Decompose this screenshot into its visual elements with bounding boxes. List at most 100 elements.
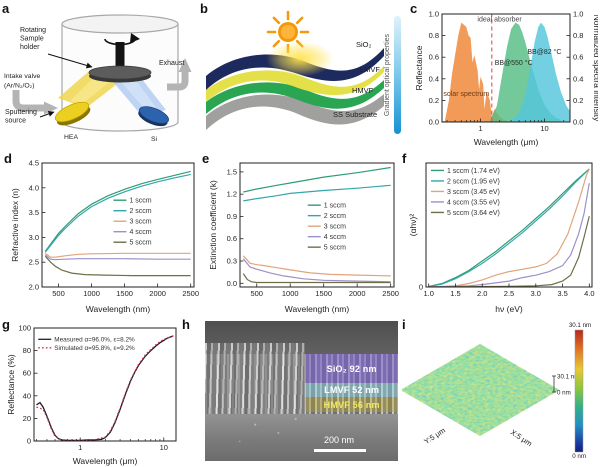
panel-letter-g: g — [2, 317, 10, 332]
series-solar spectrum — [445, 22, 508, 122]
x-axis-tick-label: 1000 — [282, 289, 299, 298]
legend-label-5 sccm: 5 sccm — [324, 245, 346, 252]
legend-label-4 sccm: 4 sccm (3.55 eV) — [447, 199, 500, 206]
series-5 sccm — [428, 215, 590, 287]
series-1 sccm — [44, 170, 191, 252]
x-axis-title: Wavelength (nm) — [285, 304, 350, 314]
sio2-layer-overlay: SiO₂ 92 nm — [305, 354, 398, 383]
y-axis-title: (αhν)² — [408, 214, 418, 237]
legend-label-Measured: Measured α=96.0%, ε=8.2% — [54, 337, 135, 344]
x-axis-tick-label: 2.0 — [477, 289, 487, 298]
y-axis-tick-label: 40 — [23, 391, 31, 400]
hmvf-layer-overlay: HMVF 56 nm — [305, 397, 398, 412]
panel-g: g 1 10 0 20 40 60 80 100 Wavelength (μm) Reflecta… — [2, 317, 182, 467]
plot-frame — [33, 327, 177, 442]
sem-scale-bar — [314, 449, 366, 452]
legend-label-1 sccm: 1 sccm — [324, 203, 346, 210]
intake-arrowhead — [44, 101, 58, 115]
legend-label-4 sccm: 4 sccm — [129, 229, 151, 236]
series-4 sccm — [428, 182, 590, 287]
afm-y-axis-label: Y:5 μm — [422, 426, 447, 446]
chamber-top — [61, 14, 179, 34]
sunlight-glow — [266, 41, 334, 77]
layer-ss-substrate — [206, 94, 384, 130]
series-1 sccm — [428, 168, 590, 287]
lmvf-layer-overlay-label: LMVF 52 nm — [324, 385, 380, 395]
exhaust-arrowhead — [178, 58, 192, 72]
series-2 sccm — [243, 184, 391, 202]
y-axis-tick-label: 20 — [23, 414, 31, 423]
panel-letter-a: a — [2, 1, 10, 16]
y-axis-tick-label: 0.3 — [227, 257, 237, 266]
panel-h: h SiO₂ 92 nm LMVF 52 nm HMVF 56 nm 200 n… — [182, 317, 402, 467]
panel-letter-i: i — [402, 317, 406, 332]
si-target-label: Si — [151, 136, 158, 143]
y-axis-tick-label: 60 — [23, 369, 31, 378]
x-axis-tick-label: 2500 — [182, 289, 199, 298]
y-axis-tick-label: 0.6 — [429, 53, 439, 62]
series-4 sccm — [242, 258, 391, 283]
y-axis-tick-label: 1.0 — [429, 10, 439, 19]
y-axis-tick-label: 2.0 — [29, 283, 39, 292]
series-BB@550 °C — [489, 22, 561, 122]
x-axis-tick-label: 1 — [78, 443, 82, 452]
series-group — [44, 170, 191, 277]
afm-x-axis-label: X:5 μm — [509, 428, 534, 449]
y-axis-tick-label: 1.5 — [227, 167, 237, 176]
si-beam-core — [116, 75, 158, 113]
series-BB@82 °C — [511, 22, 570, 122]
series-3 sccm — [44, 252, 191, 258]
sputtering-source-label-2: source — [5, 118, 26, 125]
afm-colorbar-min-label: 0 nm — [572, 453, 586, 460]
series-group — [242, 166, 391, 284]
plot-frame — [239, 162, 395, 288]
y-axis-tick-label: 3.0 — [29, 233, 39, 242]
y-axis-tick-label: 100 — [18, 324, 31, 333]
panel-letter-h: h — [182, 317, 190, 332]
sputtering-source-label-1: Sputtering — [5, 109, 37, 116]
exhaust-arrow — [167, 72, 189, 91]
legend-label-2 sccm: 2 sccm — [324, 213, 346, 220]
layer-label-hmvf: HMVF — [352, 86, 374, 95]
panel-d: d 500 1000 1500 2000 2500 2.0 2.5 3.0 3.5 4.0 4.5 W… — [4, 151, 202, 316]
y-axis-right-tick-label: 0.0 — [573, 118, 583, 127]
x-axis-tick-label: 1000 — [83, 289, 100, 298]
series-group — [428, 168, 590, 287]
panel-b: b — [200, 1, 410, 150]
x-axis-tick-label: 1.5 — [450, 289, 460, 298]
annotation-BB@82 °C: BB@82 °C — [527, 48, 561, 56]
lmvf-layer-overlay: LMVF 52 nm — [305, 383, 398, 397]
gradient-bar-label: Gradient optical properties — [384, 33, 391, 116]
hea-target-label: HEA — [64, 134, 78, 141]
y-axis-tick-label: 1.2 — [227, 190, 237, 199]
intake-valve-label-1: Intake valve — [4, 73, 40, 80]
sputtering-pointer-arrow — [39, 111, 55, 118]
chart-extinction-coefficient: 500 1000 1500 2000 2500 0.0 0.3 0.6 0.9 1.2 1.5 Wav… — [208, 162, 399, 314]
sputtering-chamber-diagram: Rotating Sample holder Intake valve (Ar/… — [4, 14, 192, 143]
panel-c: c 1 10 0.0 0.0 0.2 0.2 0.4 0.4 0.6 0.6 0.8 0.8 1.0 1.… — [410, 0, 600, 150]
series-3 sccm — [428, 168, 590, 287]
legend-label-2 sccm: 2 sccm (1.95 eV) — [447, 178, 500, 185]
series-5 sccm — [44, 255, 191, 277]
panel-letter-c: c — [410, 1, 418, 16]
y-axis-title: Refractive index (n) — [10, 188, 20, 262]
y-axis-right-tick-label: 0.6 — [573, 53, 583, 62]
series-5 sccm — [242, 273, 391, 284]
rotating-holder-label-1: Rotating — [20, 27, 46, 34]
afm-z-min-label: 0 nm — [557, 390, 571, 397]
chart-spectra: 1 10 0.0 0.0 0.2 0.2 0.4 0.4 0.6 0.6 0.8 0.8 1.0 1.0 W… — [414, 10, 598, 148]
legend-label-5 sccm: 5 sccm — [129, 240, 151, 247]
y-axis-tick-label: 0.4 — [429, 74, 439, 83]
y-axis-title: Extinction coefficient (k) — [208, 180, 218, 270]
x-axis-title: Wavelength (μm) — [73, 456, 138, 466]
y-axis-tick-label: 0.0 — [429, 118, 439, 127]
x-axis-tick-label: 2000 — [149, 289, 166, 298]
layer-lmvf — [206, 66, 384, 102]
annotation-solar spectrum: solar spectrum — [443, 91, 489, 98]
series-2 sccm — [428, 168, 590, 287]
sio2-layer-overlay-label: SiO₂ 92 nm — [326, 363, 377, 374]
afm-colorbar-max-label: 30.1 nm — [569, 322, 591, 329]
x-axis-tick-label: 2.5 — [504, 289, 514, 298]
